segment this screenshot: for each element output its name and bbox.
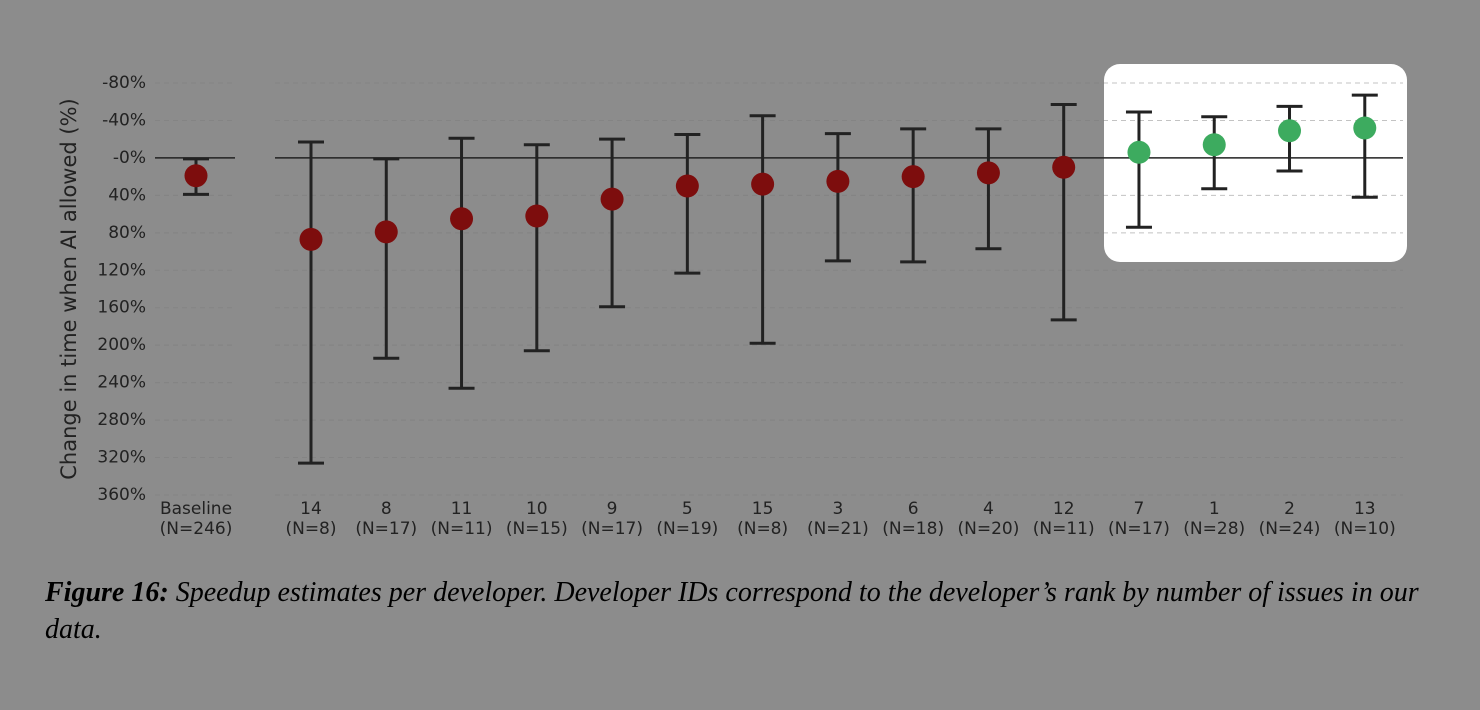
- y-tick-label: 240%: [97, 373, 146, 393]
- x-tick-label: 2: [1284, 499, 1295, 519]
- x-tick-sublabel: (N=18): [882, 519, 944, 539]
- point: [976, 161, 1000, 185]
- x-tick-sublabel: (N=17): [581, 519, 643, 539]
- point: [751, 172, 775, 196]
- x-tick-label: 9: [607, 499, 618, 519]
- y-tick-label: 120%: [97, 260, 146, 280]
- x-tick-sublabel: (N=246): [160, 519, 233, 539]
- point: [184, 164, 208, 188]
- point: [1127, 140, 1151, 164]
- y-tick-label: -0%: [113, 148, 146, 168]
- x-tick-label: 15: [752, 499, 774, 519]
- y-tick-label: -80%: [102, 73, 146, 93]
- point: [675, 174, 699, 198]
- caption: Figure 16: Speedup estimates per develop…: [45, 574, 1445, 648]
- x-tick-sublabel: (N=28): [1183, 519, 1245, 539]
- x-tick-label: 6: [908, 499, 919, 519]
- x-tick-label: 7: [1134, 499, 1145, 519]
- x-tick-label: 10: [526, 499, 548, 519]
- point: [1353, 116, 1377, 140]
- point: [901, 165, 925, 189]
- y-tick-label: 160%: [97, 298, 146, 318]
- x-tick-label: 13: [1354, 499, 1376, 519]
- point: [374, 220, 398, 244]
- y-axis-label: Change in time when AI allowed (%): [57, 98, 81, 479]
- x-tick-sublabel: (N=10): [1334, 519, 1396, 539]
- y-tick-label: 280%: [97, 410, 146, 430]
- y-tick-label: 200%: [97, 335, 146, 355]
- y-tick-label: 320%: [97, 448, 146, 468]
- x-tick-sublabel: (N=11): [431, 519, 493, 539]
- x-tick-sublabel: (N=8): [285, 519, 336, 539]
- x-tick-label: 11: [451, 499, 473, 519]
- x-tick-label: 12: [1053, 499, 1075, 519]
- x-tick-sublabel: (N=19): [656, 519, 718, 539]
- y-tick-label: 360%: [97, 485, 146, 505]
- x-tick-sublabel: (N=21): [807, 519, 869, 539]
- x-tick-label: 4: [983, 499, 994, 519]
- point: [299, 227, 323, 251]
- point: [826, 169, 850, 193]
- x-tick-label: 5: [682, 499, 693, 519]
- point: [1202, 133, 1226, 157]
- point: [525, 204, 549, 228]
- y-tick-label: -40%: [102, 110, 146, 130]
- x-tick-sublabel: (N=11): [1033, 519, 1095, 539]
- x-tick-sublabel: (N=8): [737, 519, 788, 539]
- x-tick-sublabel: (N=15): [506, 519, 568, 539]
- x-tick-sublabel: (N=24): [1259, 519, 1321, 539]
- x-tick-label: 8: [381, 499, 392, 519]
- x-tick-label: 14: [300, 499, 322, 519]
- caption-text: Speedup estimates per developer. Develop…: [45, 577, 1419, 645]
- x-tick-label: Baseline: [160, 499, 232, 519]
- y-tick-label: 80%: [108, 223, 146, 243]
- chart: Change in time when AI allowed (%) -80% -…: [57, 64, 1407, 539]
- x-tick-label: 1: [1209, 499, 1220, 519]
- point: [1052, 155, 1076, 179]
- x-tick-sublabel: (N=17): [1108, 519, 1170, 539]
- y-tick-label: 40%: [108, 185, 146, 205]
- point: [600, 187, 624, 211]
- x-tick-sublabel: (N=20): [958, 519, 1020, 539]
- x-tick-sublabel: (N=17): [355, 519, 417, 539]
- point: [1278, 119, 1302, 143]
- x-tick-label: 3: [832, 499, 843, 519]
- highlight-box: [1104, 64, 1407, 262]
- point: [450, 207, 474, 231]
- caption-label: Figure 16:: [45, 577, 169, 608]
